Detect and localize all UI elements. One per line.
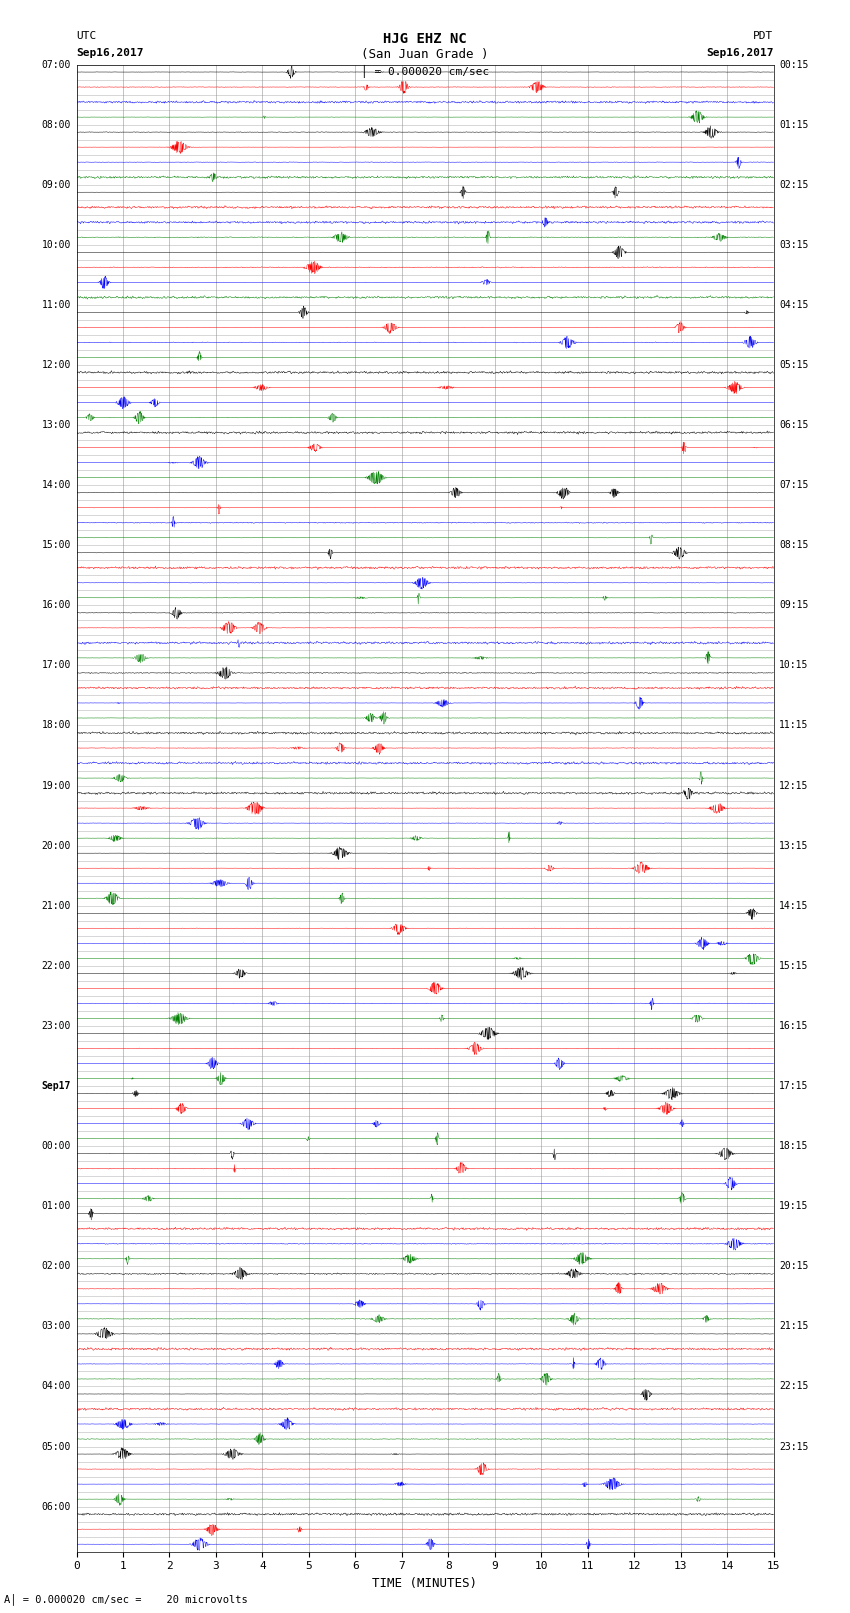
Text: 00:00: 00:00 (42, 1140, 71, 1152)
Text: 18:00: 18:00 (42, 721, 71, 731)
Text: 14:00: 14:00 (42, 481, 71, 490)
Text: 11:15: 11:15 (779, 721, 808, 731)
Text: 21:00: 21:00 (42, 900, 71, 911)
Text: 09:00: 09:00 (42, 179, 71, 190)
Text: 07:15: 07:15 (779, 481, 808, 490)
Text: 22:15: 22:15 (779, 1381, 808, 1392)
Text: 08:00: 08:00 (42, 119, 71, 129)
Text: │ = 0.000020 cm/sec: │ = 0.000020 cm/sec (361, 65, 489, 77)
Text: 10:00: 10:00 (42, 240, 71, 250)
Text: 00:15: 00:15 (779, 60, 808, 69)
Text: 21:15: 21:15 (779, 1321, 808, 1331)
Text: 18:15: 18:15 (779, 1140, 808, 1152)
Text: 09:15: 09:15 (779, 600, 808, 610)
Text: 20:15: 20:15 (779, 1261, 808, 1271)
Text: 02:15: 02:15 (779, 179, 808, 190)
Text: 22:00: 22:00 (42, 961, 71, 971)
Text: 20:00: 20:00 (42, 840, 71, 850)
Text: UTC: UTC (76, 31, 97, 40)
Text: 05:00: 05:00 (42, 1442, 71, 1452)
Text: 23:00: 23:00 (42, 1021, 71, 1031)
Text: 13:15: 13:15 (779, 840, 808, 850)
Text: 06:00: 06:00 (42, 1502, 71, 1511)
Text: 03:00: 03:00 (42, 1321, 71, 1331)
Text: Sep16,2017: Sep16,2017 (706, 48, 774, 58)
Text: 04:00: 04:00 (42, 1381, 71, 1392)
Text: 10:15: 10:15 (779, 660, 808, 671)
Text: (San Juan Grade ): (San Juan Grade ) (361, 48, 489, 61)
Text: 19:00: 19:00 (42, 781, 71, 790)
Text: Sep16,2017: Sep16,2017 (76, 48, 144, 58)
Text: A│ = 0.000020 cm/sec =    20 microvolts: A│ = 0.000020 cm/sec = 20 microvolts (4, 1594, 248, 1605)
Text: Sep17: Sep17 (42, 1081, 71, 1090)
X-axis label: TIME (MINUTES): TIME (MINUTES) (372, 1578, 478, 1590)
Text: PDT: PDT (753, 31, 774, 40)
Text: 16:15: 16:15 (779, 1021, 808, 1031)
Text: 02:00: 02:00 (42, 1261, 71, 1271)
Text: 03:15: 03:15 (779, 240, 808, 250)
Text: HJG EHZ NC: HJG EHZ NC (383, 32, 467, 47)
Text: 05:15: 05:15 (779, 360, 808, 369)
Text: 13:00: 13:00 (42, 419, 71, 431)
Text: 06:15: 06:15 (779, 419, 808, 431)
Text: 08:15: 08:15 (779, 540, 808, 550)
Text: 15:00: 15:00 (42, 540, 71, 550)
Text: 17:00: 17:00 (42, 660, 71, 671)
Text: 19:15: 19:15 (779, 1202, 808, 1211)
Text: 12:00: 12:00 (42, 360, 71, 369)
Text: 07:00: 07:00 (42, 60, 71, 69)
Text: 14:15: 14:15 (779, 900, 808, 911)
Text: 15:15: 15:15 (779, 961, 808, 971)
Text: 01:00: 01:00 (42, 1202, 71, 1211)
Text: 11:00: 11:00 (42, 300, 71, 310)
Text: 04:15: 04:15 (779, 300, 808, 310)
Text: 12:15: 12:15 (779, 781, 808, 790)
Text: 16:00: 16:00 (42, 600, 71, 610)
Text: 17:15: 17:15 (779, 1081, 808, 1090)
Text: 01:15: 01:15 (779, 119, 808, 129)
Text: 23:15: 23:15 (779, 1442, 808, 1452)
